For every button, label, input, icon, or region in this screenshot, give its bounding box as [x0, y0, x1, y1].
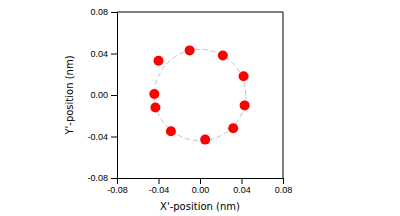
tick-mark	[111, 54, 117, 55]
tick-mark	[111, 137, 117, 138]
tick: 0.04	[90, 49, 117, 59]
tick: 0.00	[192, 178, 210, 195]
scatter-point	[150, 102, 160, 112]
scatter-point	[200, 135, 210, 145]
tick-mark	[111, 178, 117, 179]
tick: 0.04	[233, 178, 251, 195]
tick-mark	[242, 178, 243, 184]
tick-label: 0.00	[90, 90, 108, 100]
tick: -0.04	[87, 132, 117, 142]
scatter-point	[185, 45, 195, 55]
tick-mark	[159, 178, 160, 184]
scatter-point	[240, 100, 250, 110]
x-axis-title: X'-position (nm)	[160, 201, 240, 212]
y-axis-title: Y'-position (nm)	[64, 55, 75, 135]
axis-line	[118, 179, 284, 185]
scatter-point	[154, 56, 164, 66]
scatter-point	[228, 123, 238, 133]
tick-label: 0.08	[275, 185, 293, 195]
y-axis: -0.08 -0.04 0.00 0.04 0.08	[87, 7, 117, 183]
scatter-point	[149, 89, 159, 99]
scatter-point	[239, 71, 249, 81]
tick: -0.08	[107, 178, 128, 195]
scatter-point	[218, 51, 228, 61]
tick: -0.04	[149, 178, 170, 195]
tick-label: 0.00	[192, 185, 210, 195]
plot: -0.08 -0.04 0.00 0.04 0.08 -0.08 -0.04 0.00 0.04…	[64, 7, 292, 212]
x-axis: -0.08 -0.04 0.00 0.04 0.08	[107, 178, 292, 195]
tick-label: -0.08	[87, 173, 108, 183]
tick-label: 0.04	[90, 49, 108, 59]
frame	[117, 12, 283, 13]
tick-mark	[283, 178, 284, 184]
frame	[283, 12, 284, 178]
tick-mark	[200, 178, 201, 184]
reference-circle	[154, 49, 245, 140]
tick-label: 0.04	[233, 185, 251, 195]
tick-label: -0.04	[87, 132, 108, 142]
chart: -0.08 -0.04 0.00 0.04 0.08 -0.08 -0.04 0.00 0.04…	[0, 0, 400, 216]
marks	[149, 45, 249, 144]
axis-line	[111, 13, 118, 179]
tick: 0.08	[275, 178, 293, 195]
tick: -0.08	[87, 173, 117, 183]
tick-label: -0.04	[149, 185, 170, 195]
tick: 0.00	[90, 90, 117, 100]
tick-mark	[111, 12, 117, 13]
scatter-point	[166, 126, 176, 136]
tick: 0.08	[90, 7, 117, 17]
tick-label: -0.08	[107, 185, 128, 195]
tick-label: 0.08	[90, 7, 108, 17]
tick-mark	[111, 95, 117, 96]
